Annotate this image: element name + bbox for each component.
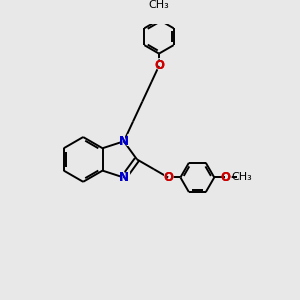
Text: N: N xyxy=(118,170,130,185)
Text: O: O xyxy=(221,171,231,184)
Text: N: N xyxy=(119,171,129,184)
Text: O: O xyxy=(154,59,164,72)
Text: O: O xyxy=(163,171,173,184)
Text: O: O xyxy=(162,170,174,185)
Text: N: N xyxy=(118,134,130,149)
Text: O: O xyxy=(153,58,165,74)
Text: CH₃: CH₃ xyxy=(148,0,170,10)
Text: N: N xyxy=(119,171,129,184)
Text: N: N xyxy=(119,135,129,148)
Text: N: N xyxy=(119,135,129,148)
Text: O: O xyxy=(163,171,173,184)
Text: O: O xyxy=(221,171,231,184)
Text: O: O xyxy=(220,170,232,185)
Text: CH₃: CH₃ xyxy=(231,172,252,182)
Text: O: O xyxy=(154,59,164,72)
